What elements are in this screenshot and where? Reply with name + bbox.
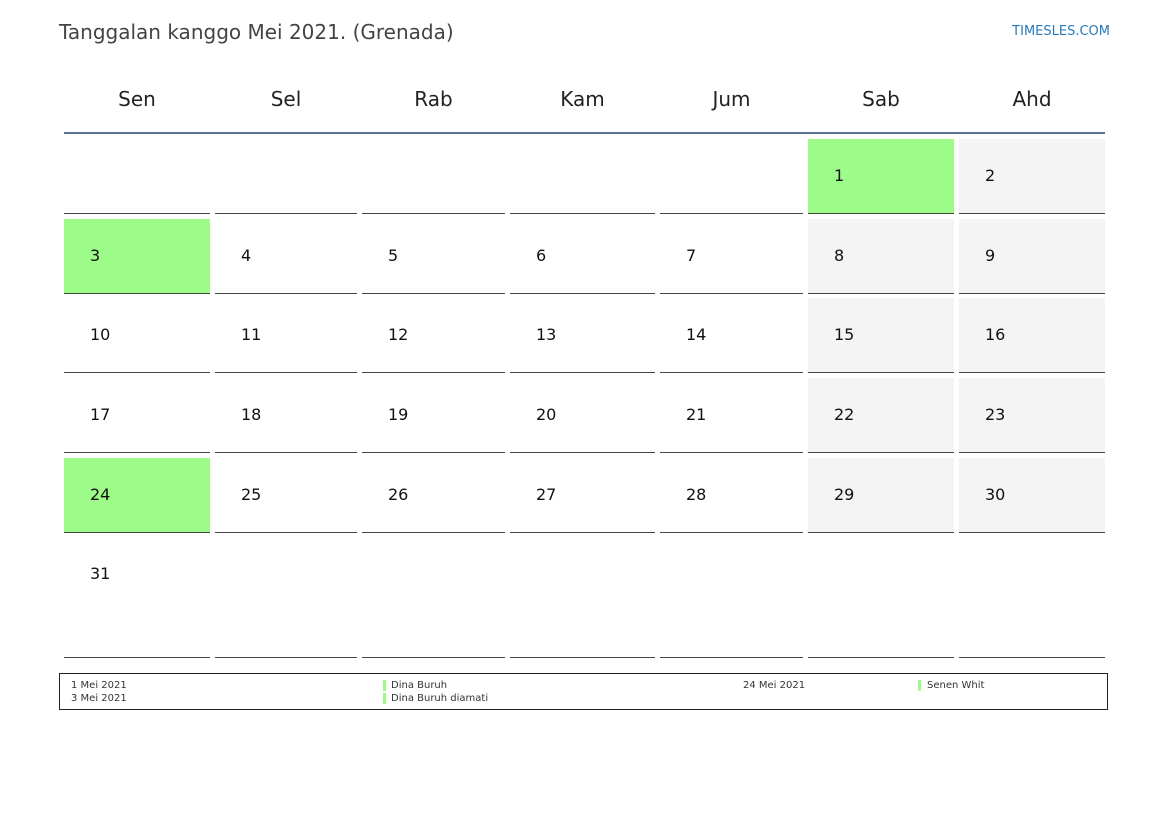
day-number: 9 [985,246,996,265]
brand-link[interactable]: TIMESLES.COM [1012,24,1110,39]
day-number: 26 [388,485,409,504]
day-cell[interactable]: 6 [510,219,655,294]
day-cell[interactable]: 11 [215,298,357,373]
day-number: 21 [686,405,707,424]
day-cell-empty [959,537,1105,658]
holiday-legend: 1 Mei 2021 Dina Buruh 3 Mei 2021 Dina Bu… [59,673,1108,710]
day-cell-empty [215,139,357,214]
day-number: 4 [241,246,252,265]
day-cell[interactable]: 12 [362,298,505,373]
day-cell[interactable]: 23 [959,378,1105,453]
day-cell[interactable]: 24 [64,458,210,533]
day-cell[interactable]: 30 [959,458,1105,533]
legend-color-swatch [383,693,386,704]
day-number: 17 [90,405,111,424]
day-cell[interactable]: 7 [660,219,803,294]
day-cell[interactable]: 28 [660,458,803,533]
day-number: 19 [388,405,409,424]
legend-holiday-name: Senen Whit [927,680,985,691]
day-cell[interactable]: 29 [808,458,954,533]
day-number: 20 [536,405,557,424]
day-cell[interactable]: 19 [362,378,505,453]
legend-date: 1 Mei 2021 [71,680,127,691]
weekday-label: Sen [118,87,156,111]
day-number: 2 [985,166,996,185]
day-number: 11 [241,325,262,344]
day-cell-empty [510,139,655,214]
day-number: 27 [536,485,557,504]
day-number: 14 [686,325,707,344]
day-number: 1 [834,166,845,185]
day-number: 31 [90,564,111,583]
day-cell-empty [660,139,803,214]
day-number: 25 [241,485,262,504]
day-number: 30 [985,485,1006,504]
day-number: 5 [388,246,399,265]
day-cell[interactable]: 13 [510,298,655,373]
day-number: 3 [90,246,101,265]
day-cell[interactable]: 5 [362,219,505,294]
day-cell[interactable]: 17 [64,378,210,453]
day-cell[interactable]: 3 [64,219,210,294]
day-number: 8 [834,246,845,265]
weekday-label: Sel [270,87,302,111]
day-number: 16 [985,325,1006,344]
day-cell[interactable]: 22 [808,378,954,453]
legend-color-swatch [383,680,386,691]
weekday-label: Ahd [1012,87,1052,111]
day-cell[interactable]: 25 [215,458,357,533]
weekday-label: Sab [862,87,900,111]
day-number: 23 [985,405,1006,424]
day-cell-empty [362,139,505,214]
legend-color-swatch [918,680,921,691]
day-cell[interactable]: 1 [808,139,954,214]
weekday-label: Rab [414,87,453,111]
day-cell[interactable]: 8 [808,219,954,294]
day-cell[interactable]: 27 [510,458,655,533]
day-number: 28 [686,485,707,504]
day-cell[interactable]: 21 [660,378,803,453]
day-number: 6 [536,246,547,265]
page-title: Tanggalan kanggo Mei 2021. (Grenada) [59,20,454,44]
legend-date: 3 Mei 2021 [71,693,127,704]
day-cell[interactable]: 14 [660,298,803,373]
day-cell-empty [510,537,655,658]
day-number: 24 [90,485,111,504]
legend-date: 24 Mei 2021 [743,680,806,691]
day-number: 29 [834,485,855,504]
legend-holiday-name: Dina Buruh [391,680,448,691]
day-cell-empty [64,139,210,214]
day-cell[interactable]: 2 [959,139,1105,214]
day-number: 12 [388,325,409,344]
day-cell[interactable]: 4 [215,219,357,294]
day-cell[interactable]: 26 [362,458,505,533]
day-number: 15 [834,325,855,344]
weekday-header: Sen Sel Rab Kam Jum Sab Ahd [64,80,1105,134]
day-cell-empty [660,537,803,658]
weekday-label: Kam [560,87,605,111]
weekday-label: Jum [712,87,751,111]
day-number: 13 [536,325,557,344]
day-number: 10 [90,325,111,344]
day-cell-empty [362,537,505,658]
day-cell[interactable]: 31 [64,537,210,658]
day-cell[interactable]: 20 [510,378,655,453]
day-cell[interactable]: 10 [64,298,210,373]
day-cell[interactable]: 15 [808,298,954,373]
day-cell[interactable]: 9 [959,219,1105,294]
day-number: 18 [241,405,262,424]
day-cell-empty [215,537,357,658]
day-cell[interactable]: 16 [959,298,1105,373]
day-number: 7 [686,246,697,265]
day-cell[interactable]: 18 [215,378,357,453]
legend-holiday-name: Dina Buruh diamati [391,693,489,704]
day-cell-empty [808,537,954,658]
day-number: 22 [834,405,855,424]
